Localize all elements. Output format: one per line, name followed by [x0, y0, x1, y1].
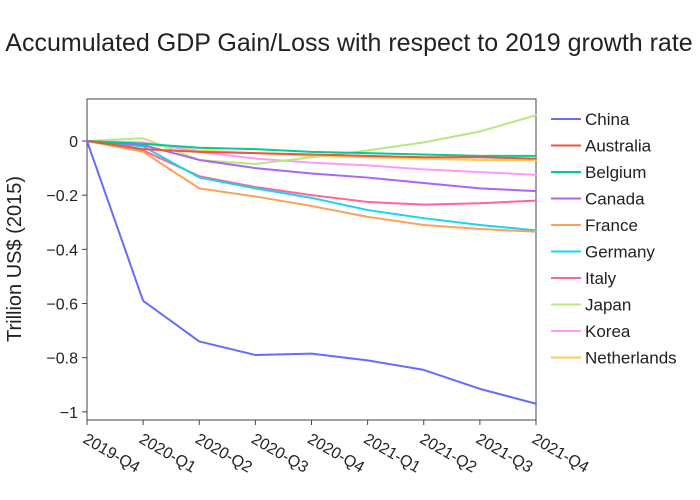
y-tick-label: −0.8: [46, 351, 78, 368]
x-tick-label: 2020-Q1: [136, 431, 199, 477]
legend-label: Germany: [585, 243, 655, 262]
legend-item-china: China: [551, 110, 630, 129]
legend-item-netherlands: Netherlands: [551, 349, 677, 368]
legend-item-korea: Korea: [551, 322, 631, 341]
x-tick-label: 2021-Q3: [473, 431, 536, 477]
legend-item-france: France: [551, 216, 638, 235]
legend-item-italy: Italy: [551, 269, 617, 288]
y-tick-label: −0.2: [46, 188, 78, 205]
series-line-australia: [86, 139, 537, 160]
x-tick-label: 2020-Q2: [192, 431, 255, 477]
series-line-germany: [86, 139, 537, 232]
series-line-belgium: [86, 139, 537, 157]
x-tick-label: 2020-Q4: [305, 431, 368, 477]
y-tick-label: −0.4: [46, 242, 78, 259]
x-axis-ticks: 2019-Q42020-Q12020-Q22020-Q32020-Q42021-…: [80, 420, 592, 477]
legend-item-canada: Canada: [551, 190, 645, 209]
legend-label: Australia: [585, 137, 652, 156]
legend-label: Netherlands: [585, 349, 677, 368]
legend-label: Italy: [585, 269, 617, 288]
series-line-italy: [86, 139, 537, 206]
y-axis-title: Trillion US$ (2015): [4, 176, 26, 342]
legend-label: Canada: [585, 190, 645, 209]
x-tick-label: 2021-Q1: [361, 431, 424, 477]
chart-title: Accumulated GDP Gain/Loss with respect t…: [5, 29, 692, 57]
x-tick-label: 2019-Q4: [80, 431, 143, 477]
legend-label: France: [585, 216, 638, 235]
y-axis-ticks: 0 −0.2 −0.4 −0.6 −0.8 −1: [46, 134, 87, 422]
x-tick-label: 2021-Q2: [417, 431, 480, 477]
x-tick-label: 2021-Q4: [529, 431, 592, 477]
y-tick-label: −1: [60, 405, 78, 422]
legend-label: China: [585, 110, 630, 129]
legend-label: Japan: [585, 296, 631, 315]
legend-label: Korea: [585, 322, 631, 341]
series-line-france: [86, 139, 537, 233]
x-tick-label: 2020-Q3: [248, 431, 311, 477]
y-tick-label: 0: [69, 134, 78, 151]
legend: China Australia Belgium Canada France Germany…: [551, 110, 677, 368]
series-lines: [86, 114, 537, 405]
legend-item-japan: Japan: [551, 296, 631, 315]
legend-label: Belgium: [585, 163, 646, 182]
legend-item-australia: Australia: [551, 137, 652, 156]
series-line-canada: [86, 139, 537, 193]
legend-item-belgium: Belgium: [551, 163, 646, 182]
y-tick-label: −0.6: [46, 297, 78, 314]
legend-item-germany: Germany: [551, 243, 655, 262]
series-line-china: [86, 139, 537, 405]
